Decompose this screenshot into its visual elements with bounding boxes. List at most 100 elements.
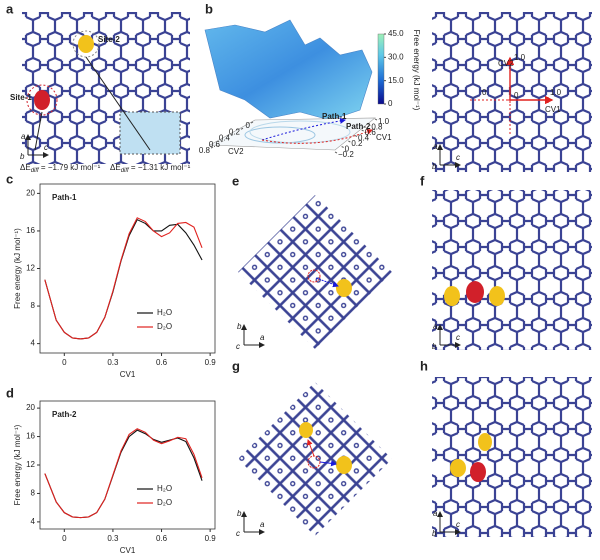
y-tick-label: 12 bbox=[26, 460, 35, 469]
path-label: Path-1 bbox=[322, 112, 347, 121]
axis-tick bbox=[361, 129, 364, 132]
axis-tick bbox=[240, 127, 244, 130]
site-label: Site-2 bbox=[98, 35, 120, 44]
axis-label: b bbox=[432, 342, 437, 351]
axis-tick bbox=[341, 146, 344, 148]
panel-label: h bbox=[420, 358, 428, 373]
path-label: Path-2 bbox=[346, 122, 371, 131]
series-line bbox=[44, 428, 203, 519]
contour bbox=[244, 126, 316, 144]
axis-label: b bbox=[432, 529, 437, 538]
axis-label: b bbox=[237, 322, 242, 331]
legend-label: D₂O bbox=[157, 322, 172, 331]
x-tick-label: 0.6 bbox=[156, 358, 168, 367]
energy-diff: ΔEdiff = −1.79 kJ mol⁻¹ bbox=[20, 163, 101, 173]
y-tick-label: 16 bbox=[26, 432, 35, 441]
axis-label: CV2 bbox=[498, 59, 514, 68]
axis-label: c bbox=[456, 153, 460, 162]
y-tick-label: 16 bbox=[26, 226, 35, 235]
site-label: Site-1 bbox=[10, 93, 32, 102]
water-site bbox=[489, 286, 505, 306]
series-line bbox=[44, 217, 203, 340]
axis-label: c bbox=[456, 333, 460, 342]
colorbar-title: Free energy (kJ mol⁻¹) bbox=[412, 30, 421, 111]
axis-tick bbox=[220, 140, 224, 143]
legend-label: H₂O bbox=[157, 484, 172, 493]
axis-label: b bbox=[20, 152, 25, 161]
water-site bbox=[466, 281, 484, 303]
energy-diff-part: diff bbox=[121, 168, 130, 174]
axis-tick-label: 1.0 bbox=[514, 53, 526, 62]
legend-label: H₂O bbox=[157, 308, 172, 317]
axis-tick-label: 0.8 bbox=[371, 123, 383, 132]
colorbar-tick-label: 45.0 bbox=[388, 29, 404, 38]
water-site bbox=[470, 462, 486, 482]
plot-frame bbox=[39, 400, 216, 530]
surface-base bbox=[208, 117, 376, 151]
axis-tick-label: 0 bbox=[514, 91, 519, 100]
x-tick-label: 0.6 bbox=[156, 534, 168, 543]
axis-tick bbox=[334, 151, 338, 154]
y-tick-label: 8 bbox=[31, 301, 36, 310]
axis-tick bbox=[348, 140, 351, 143]
panel-label: e bbox=[232, 173, 239, 188]
axis-tick bbox=[210, 146, 214, 149]
x-tick-label: 0.9 bbox=[205, 534, 217, 543]
axis-tick-label: 0.6 bbox=[209, 140, 221, 149]
x-tick-label: 0.3 bbox=[107, 534, 119, 543]
x-tick-label: 0 bbox=[62, 534, 67, 543]
arrow bbox=[319, 460, 337, 467]
y-tick-label: 4 bbox=[31, 339, 36, 348]
water-site bbox=[444, 286, 460, 306]
framework bbox=[238, 382, 392, 536]
axis-tick bbox=[354, 135, 358, 137]
framework bbox=[238, 195, 392, 349]
axis-label: a bbox=[21, 132, 26, 141]
energy-diff-part: ΔE bbox=[110, 163, 121, 172]
axis-label: CV1 bbox=[545, 105, 561, 114]
energy-surface bbox=[204, 19, 373, 121]
framework bbox=[432, 377, 592, 537]
axis-label: a bbox=[260, 520, 265, 529]
energy-diff-part: = −1.31 kJ mol⁻¹ bbox=[129, 163, 191, 172]
axis-label: a bbox=[433, 322, 438, 331]
x-tick-label: 0.9 bbox=[205, 358, 217, 367]
plot-frame bbox=[39, 183, 216, 354]
pointer bbox=[34, 111, 43, 151]
axis-tick bbox=[250, 121, 254, 124]
axis-tick-label: −0.2 bbox=[338, 150, 354, 159]
path-1 bbox=[261, 117, 346, 141]
x-axis-label: CV1 bbox=[120, 370, 136, 379]
y-tick-label: 20 bbox=[26, 403, 35, 412]
arrow bbox=[315, 277, 339, 288]
series-line bbox=[44, 218, 203, 340]
axis-tick-label: 0 bbox=[345, 145, 350, 154]
panel-label: a bbox=[6, 1, 14, 16]
panel-label: c bbox=[6, 171, 13, 186]
annotation: Path-1 bbox=[52, 193, 77, 202]
colorbar-tick-label: 0 bbox=[388, 99, 393, 108]
axis-label: b bbox=[237, 509, 242, 518]
axis-label: c bbox=[236, 529, 240, 538]
panel-label: d bbox=[6, 385, 14, 400]
water-site bbox=[450, 459, 466, 477]
axis-tick bbox=[374, 118, 378, 121]
colorbar-tick-label: 30.0 bbox=[388, 52, 404, 61]
axis-label: a bbox=[433, 509, 438, 518]
y-tick-label: 8 bbox=[31, 489, 36, 498]
site-ring bbox=[307, 269, 321, 283]
y-tick-label: 20 bbox=[26, 188, 35, 197]
colorbar-tick-label: 15.0 bbox=[388, 76, 404, 85]
y-axis-label: Free energy (kJ mol⁻¹) bbox=[13, 228, 22, 309]
energy-diff: ΔEdiff = −1.31 kJ mol⁻¹ bbox=[110, 163, 191, 173]
contour bbox=[249, 120, 351, 144]
axis-tick-label: 0.2 bbox=[229, 127, 241, 136]
panel-label: g bbox=[232, 358, 240, 373]
axis-label: c bbox=[236, 342, 240, 351]
axis-label: CV2 bbox=[228, 147, 244, 156]
y-axis-label: Free energy (kJ mol⁻¹) bbox=[13, 424, 22, 505]
water-site bbox=[78, 35, 94, 53]
axis-label: c bbox=[456, 520, 460, 529]
legend-label: D₂O bbox=[157, 498, 172, 507]
